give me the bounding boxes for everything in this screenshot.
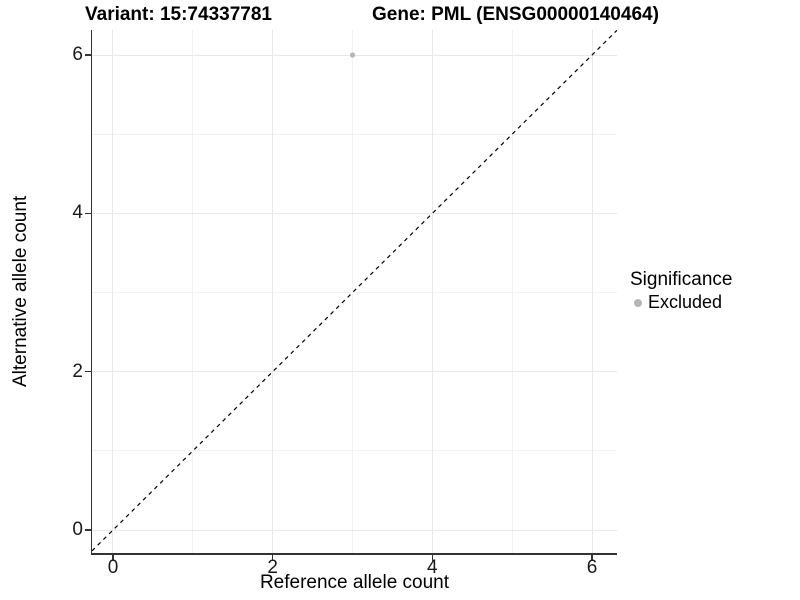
legend: Significance Excluded <box>630 268 732 313</box>
plot-panel <box>92 30 617 553</box>
data-point <box>349 52 356 58</box>
x-tick-label: 6 <box>586 557 598 578</box>
plot-title-gene: Gene: PML (ENSG00000140464) <box>372 4 659 25</box>
plot-title-variant: Variant: 15:74337781 <box>85 4 272 25</box>
gridline-x-major <box>431 30 433 553</box>
gridline-x-major <box>272 30 274 553</box>
y-axis-title: Alternative allele count <box>10 195 31 388</box>
y-tick-mark <box>84 370 91 373</box>
legend-title: Significance <box>630 269 733 290</box>
y-tick-label: 2 <box>72 360 83 382</box>
x-axis-line <box>90 553 617 555</box>
x-axis-title: Reference allele count <box>259 572 450 593</box>
y-tick-mark <box>84 212 91 215</box>
legend-item-excluded: Excluded <box>630 292 732 313</box>
gridline-x-minor <box>352 30 353 553</box>
gridline-y-minor <box>92 133 617 135</box>
gridline-x-minor <box>511 30 513 553</box>
y-tick-label: 0 <box>72 519 83 541</box>
gridline-y-minor <box>92 292 617 294</box>
plot-overlay <box>92 30 617 552</box>
y-tick-label: 6 <box>72 44 83 66</box>
gridline-x-major <box>591 30 593 553</box>
gridline-y-major <box>92 371 617 373</box>
y-tick-label: 4 <box>72 202 83 224</box>
x-tick-mark <box>271 554 274 561</box>
x-tick-mark <box>431 554 434 561</box>
y-axis-line <box>90 30 92 555</box>
y-tick-mark <box>84 529 91 531</box>
x-tick-label: 2 <box>267 557 278 578</box>
x-tick-label: 4 <box>427 557 438 578</box>
legend-key-circle-icon <box>634 298 642 307</box>
gridline-y-minor <box>92 450 617 452</box>
identity-line <box>92 30 617 552</box>
legend-item-label: Excluded <box>648 292 723 312</box>
x-tick-mark <box>591 554 593 561</box>
gridline-x-major <box>112 30 114 553</box>
y-tick-mark <box>84 54 91 56</box>
gridline-y-major <box>92 529 617 531</box>
x-tick-mark <box>112 554 114 561</box>
gridline-x-minor <box>192 30 194 553</box>
x-tick-label: 0 <box>107 557 119 578</box>
gridline-y-major <box>92 212 617 214</box>
